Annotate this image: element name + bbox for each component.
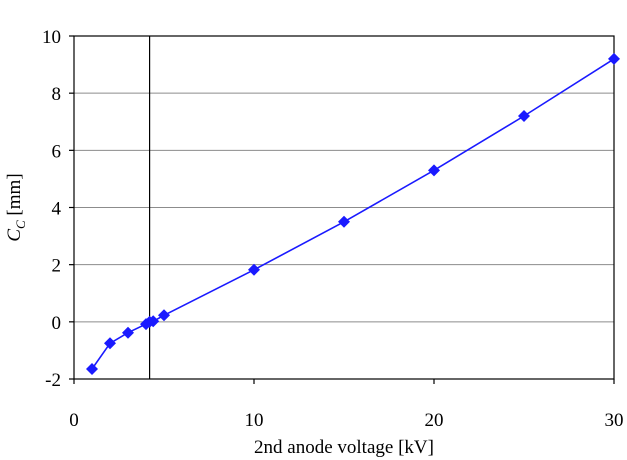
data-point-marker: [122, 326, 134, 339]
y-tick-label: 4: [52, 199, 62, 220]
series-line: [91, 58, 615, 370]
gridlines: [74, 92, 614, 323]
data-point-marker: [104, 337, 116, 350]
data-point-marker: [248, 263, 260, 276]
x-tick-label: 20: [425, 410, 444, 431]
data-point-marker: [338, 215, 350, 228]
series-markers: [86, 52, 620, 375]
y-tick-label: -2: [45, 370, 61, 391]
y-axis-label-unit: [mm]: [4, 173, 25, 220]
y-tick-label: 0: [52, 313, 62, 334]
y-tick-label: 10: [42, 27, 61, 48]
y-tick-label: 6: [52, 141, 62, 162]
data-point-marker: [86, 362, 98, 375]
x-tick-label: 10: [245, 410, 264, 431]
data-point-marker: [608, 52, 620, 65]
y-axis-ticks: -2 0 2 4 6 8 10: [42, 27, 74, 391]
data-point-marker: [518, 110, 530, 123]
x-tick-label: 30: [605, 410, 624, 431]
y-axis-label-symbol: C: [4, 229, 25, 242]
x-tick-label: 0: [69, 410, 79, 431]
x-axis-label: 2nd anode voltage [kV]: [254, 437, 434, 458]
y-tick-label: 2: [52, 256, 62, 277]
data-point-marker: [428, 164, 440, 177]
x-axis-ticks: 0 10 20 30: [69, 379, 624, 431]
y-tick-label: 8: [52, 84, 62, 105]
y-axis-label-subscript: C: [13, 220, 28, 229]
y-axis-label: CC [mm]: [4, 173, 28, 241]
data-point-marker: [147, 315, 160, 328]
data-point-marker: [158, 309, 170, 322]
